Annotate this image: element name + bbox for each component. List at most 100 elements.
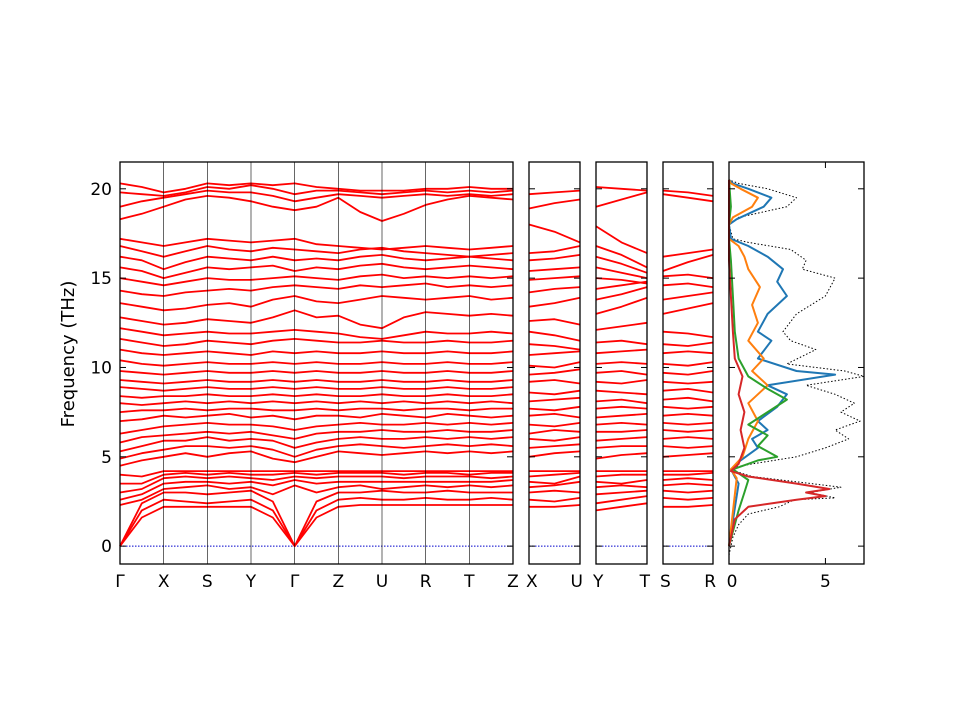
- phonon-band-line: [662, 380, 714, 385]
- phonon-band-line: [595, 255, 648, 274]
- phonon-band-line: [595, 445, 647, 449]
- phonon-band-line: [119, 379, 514, 385]
- y-tick-label: 20: [90, 180, 112, 200]
- phonon-band-line: [663, 472, 714, 476]
- phonon-band-line: [119, 443, 514, 460]
- phonon-band-line: [119, 295, 514, 312]
- phonon-band-line: [595, 370, 648, 376]
- phonon-band-line: [119, 309, 514, 330]
- panel-frame: [728, 161, 865, 565]
- phonon-band-line: [528, 475, 581, 485]
- phonon-band-line: [662, 412, 714, 417]
- phonon-band-line: [595, 479, 648, 485]
- phonon-band-line: [662, 330, 714, 338]
- x-tick-label: S: [202, 572, 213, 592]
- x-tick-label: 5: [820, 572, 831, 592]
- phonon-band-line: [528, 361, 581, 369]
- phonon-band-line: [119, 237, 514, 251]
- dos-curve: [728, 179, 837, 547]
- y-tick-label: 5: [101, 448, 112, 468]
- phonon-band-line: [662, 387, 714, 394]
- phonon-band-line: [528, 429, 581, 435]
- phonon-band-line: [595, 321, 648, 331]
- phonon-band-line: [595, 379, 648, 385]
- phonon-band-line: [528, 480, 581, 489]
- phonon-band-line: [528, 266, 581, 272]
- panel-frame: [528, 161, 581, 565]
- phonon-band-line: [595, 286, 648, 301]
- phonon-band-line: [528, 254, 581, 262]
- phonon-band-line: [595, 296, 648, 315]
- phonon-band-line: [528, 412, 581, 419]
- phonon-band-line: [528, 379, 581, 385]
- x-tick-label: 0: [727, 572, 738, 592]
- phonon-band-line: [595, 266, 648, 279]
- phonon-band-line: [119, 262, 514, 280]
- phonon-band-line: [119, 484, 514, 506]
- phonon-band-line: [528, 489, 581, 494]
- phonon-band-line: [662, 436, 714, 440]
- phonon-band-line: [662, 477, 714, 481]
- x-tick-label: Y: [592, 572, 604, 592]
- phonon-band-line: [528, 422, 581, 428]
- phonon-band-line: [119, 245, 514, 258]
- phonon-band-line: [119, 337, 514, 347]
- band-panel-1: Γ X S Y Γ Z U R T Z 0 5 10 15 20: [90, 161, 519, 592]
- phonon-band-line: [528, 472, 581, 478]
- phonon-band-line: [119, 400, 514, 406]
- panel-frame: [662, 161, 714, 565]
- x-tick-label: X: [526, 572, 538, 592]
- phonon-band-line: [595, 484, 648, 489]
- phonon-band-line: [528, 296, 581, 308]
- y-axis-label: Frequency (THz): [58, 281, 79, 428]
- phonon-band-line: [662, 370, 714, 376]
- phonon-band-line: [662, 282, 714, 288]
- phonon-band-line: [528, 405, 581, 412]
- phonon-band-line: [528, 245, 581, 254]
- phonon-band-line: [595, 436, 648, 442]
- phonon-band-line: [596, 429, 648, 433]
- phonon-band-line: [663, 504, 714, 508]
- phonon-band-line: [595, 413, 648, 419]
- phonon-band-line: [595, 389, 648, 396]
- phonon-band-line: [119, 194, 514, 222]
- phonon-band-line: [119, 393, 514, 399]
- x-tick-label: Γ: [115, 572, 125, 592]
- phonon-band-line: [528, 350, 581, 356]
- phonon-band-line: [528, 286, 581, 294]
- phonon-band-line: [119, 348, 514, 356]
- phonon-band-line: [528, 189, 581, 196]
- phonon-band-line: [662, 396, 714, 403]
- phonon-band-line: [662, 497, 714, 501]
- phonon-band-line: [119, 504, 513, 547]
- phonon-band-line: [662, 482, 714, 487]
- panel-frame: [119, 161, 514, 565]
- phonon-band-line: [662, 452, 714, 458]
- phonon-band-line: [119, 429, 514, 444]
- phonon-band-line: [119, 370, 514, 376]
- phonon-band-line: [119, 450, 514, 467]
- phonon-band-line: [662, 350, 714, 355]
- panel-frame: [595, 161, 648, 565]
- phonon-band-line: [595, 245, 648, 269]
- x-tick-label: Z: [333, 572, 345, 592]
- phonon-band-line: [595, 489, 648, 496]
- phonon-band-line: [119, 189, 514, 208]
- phonon-band-line: [119, 407, 513, 413]
- phonon-band-line: [595, 277, 648, 285]
- phonon-band-line: [595, 348, 648, 355]
- phonon-band-line: [595, 473, 647, 478]
- phonon-band-line: [595, 421, 648, 426]
- phonon-band-line: [119, 479, 514, 501]
- phonon-band-line: [119, 489, 513, 547]
- x-tick-label: R: [420, 572, 432, 592]
- phonon-band-line: [595, 339, 648, 346]
- phonon-band-line: [119, 475, 514, 494]
- phonon-band-line: [662, 291, 714, 301]
- phonon-band-line: [119, 182, 513, 194]
